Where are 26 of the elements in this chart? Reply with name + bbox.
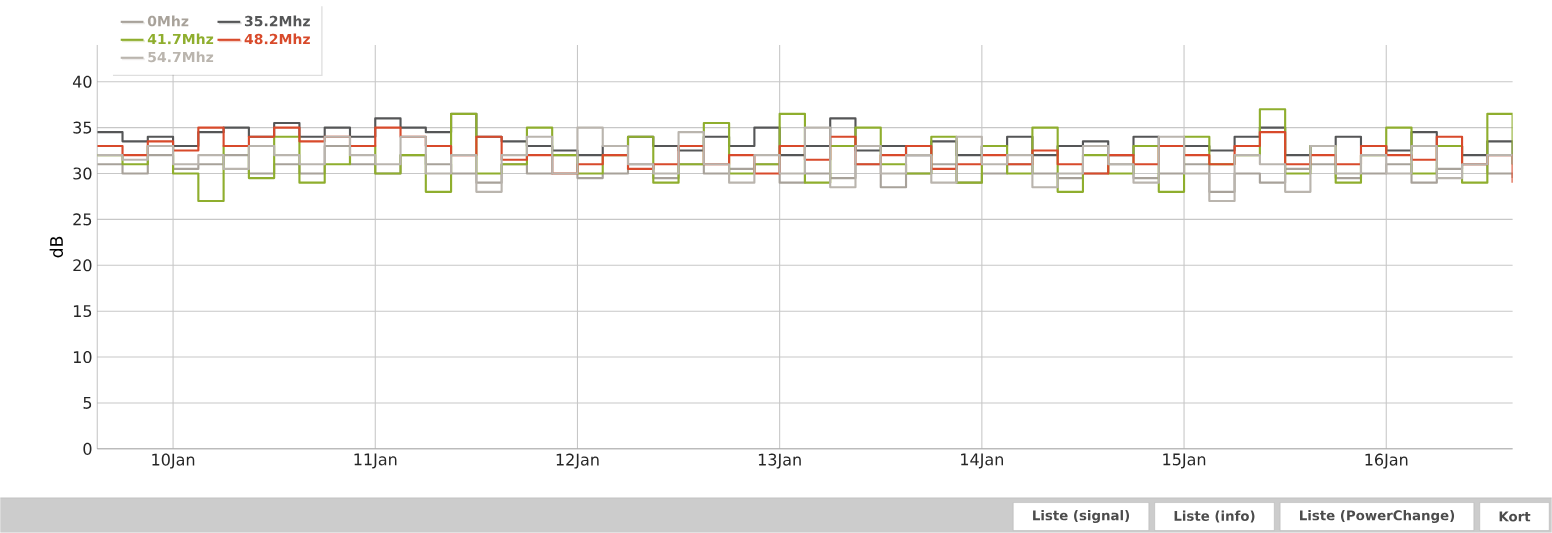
x-tick-label: 12Jan — [556, 453, 599, 469]
text: Liste (PowerChange) — [1300, 510, 1455, 524]
text: Kort — [1499, 511, 1531, 522]
legend-label: 54.7Mhz — [148, 51, 214, 63]
x-tick-label: 11Jan — [354, 453, 397, 469]
legend-label: 48.2Mhz — [244, 33, 310, 45]
text: Liste (info) — [1174, 510, 1255, 523]
x-tick-label: 14Jan — [961, 453, 1003, 469]
y-tick-label: 5 — [83, 397, 92, 409]
y-tick-label: 10 — [73, 351, 92, 364]
y-tick-label: 25 — [73, 213, 92, 226]
text: Liste (signal) — [1033, 510, 1130, 524]
x-tick-label: 15Jan — [1163, 453, 1206, 469]
y-tick-label: 40 — [72, 75, 92, 88]
y-tick-label: 30 — [73, 167, 92, 180]
legend-label: 41.7Mhz — [147, 33, 214, 45]
y-tick-label: 0 — [83, 442, 92, 455]
legend-label: 35.2Mhz — [244, 15, 310, 27]
x-tick-label: 13Jan — [758, 453, 801, 469]
legend-label: 0Mhz — [147, 15, 189, 27]
y-tick-label: 35 — [73, 121, 92, 134]
y-axis-title: dB — [49, 236, 64, 258]
y-tick-label: 20 — [73, 259, 92, 272]
x-tick-label: 16Jan — [1365, 453, 1408, 469]
y-tick-label: 15 — [73, 305, 92, 318]
x-tick-label: 10Jan — [152, 453, 195, 469]
